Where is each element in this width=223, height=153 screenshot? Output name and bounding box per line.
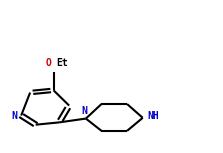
Text: Et: Et	[57, 58, 68, 69]
Text: O: O	[46, 58, 52, 69]
Text: N: N	[12, 111, 17, 121]
Text: N: N	[82, 106, 88, 116]
Text: NH: NH	[148, 111, 159, 121]
